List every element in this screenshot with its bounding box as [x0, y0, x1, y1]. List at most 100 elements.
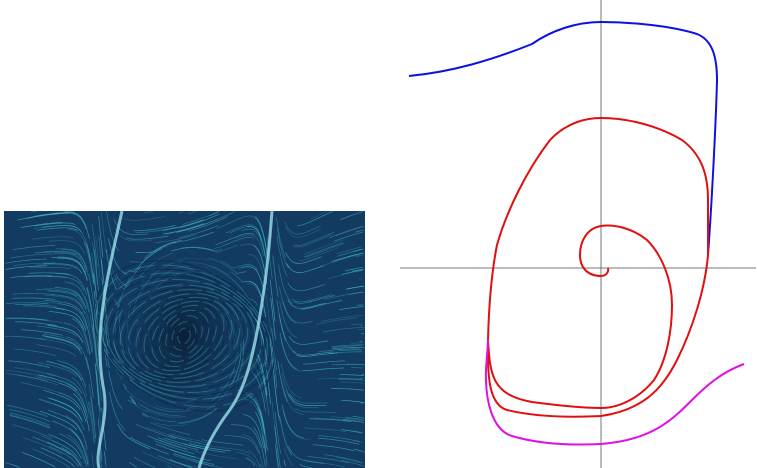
streamline [279, 314, 296, 353]
streamline [188, 216, 228, 232]
streamline [331, 346, 365, 350]
streamline [355, 229, 364, 233]
streamline [353, 440, 363, 443]
streamline [216, 215, 256, 229]
streamline [303, 360, 345, 365]
vortex-ring [147, 302, 221, 370]
streamline [113, 218, 149, 235]
streamline [274, 425, 281, 468]
streamline [54, 403, 85, 432]
streamline [89, 401, 96, 444]
streamline [57, 303, 88, 329]
streamline [48, 240, 86, 255]
streamline [301, 300, 343, 310]
streamline [65, 415, 88, 450]
streamline [342, 418, 364, 423]
streamline [324, 291, 363, 300]
streamline [126, 235, 169, 240]
streamline [225, 224, 262, 236]
streamline [353, 448, 363, 452]
streamline [6, 405, 48, 417]
streamline [9, 412, 51, 426]
streamline [31, 236, 74, 240]
streamline [52, 420, 84, 448]
streamline [12, 424, 53, 439]
streamline [303, 242, 344, 258]
streamline [192, 460, 223, 468]
streamline [40, 447, 75, 468]
streamline [342, 269, 363, 275]
streamline [128, 461, 137, 468]
streamline [331, 363, 365, 366]
streamline [37, 337, 78, 351]
streamline [187, 464, 197, 468]
streamline [168, 434, 210, 446]
streamline [321, 315, 363, 322]
streamline [22, 437, 62, 454]
streamline [270, 297, 276, 340]
streamline [337, 248, 364, 257]
streamline [54, 286, 87, 310]
streamline [158, 455, 193, 468]
streamline [133, 225, 176, 232]
streamline [26, 212, 69, 219]
streamline [44, 287, 83, 301]
streamline [108, 238, 128, 275]
streamline [87, 401, 95, 443]
streamline [39, 410, 78, 431]
streamline [280, 337, 302, 372]
streamline [86, 288, 95, 330]
streamline [340, 381, 365, 384]
streamline [341, 429, 363, 434]
streamline [242, 434, 264, 468]
streamline [284, 221, 320, 235]
streamline [279, 286, 297, 324]
streamline [339, 374, 364, 376]
streamline [340, 211, 364, 221]
streamline [130, 245, 168, 263]
streamline [345, 416, 364, 421]
streamline [215, 211, 235, 221]
flow-field-image [4, 211, 365, 468]
streamline [88, 274, 96, 316]
streamline [357, 304, 364, 306]
streamline [123, 216, 165, 221]
streamline [64, 211, 90, 240]
streamline [331, 344, 364, 348]
streamline [345, 266, 363, 272]
streamline [295, 407, 337, 414]
streamline [50, 294, 86, 314]
streamline [245, 393, 265, 430]
streamline [331, 388, 365, 391]
separatrix [96, 211, 124, 468]
streamline [66, 336, 89, 370]
streamline [282, 301, 313, 324]
streamline [35, 264, 77, 269]
streamline [255, 411, 267, 453]
streamline [44, 299, 83, 315]
streamline [340, 399, 365, 404]
trajectory-magenta [484, 339, 745, 446]
streamline [20, 382, 62, 395]
streamline [317, 377, 360, 380]
streamline [351, 268, 364, 272]
streamline [274, 412, 281, 454]
streamline [45, 324, 83, 341]
streamline [293, 295, 335, 304]
streamline [254, 217, 268, 258]
streamline [331, 416, 364, 422]
streamline [276, 217, 287, 259]
streamline [4, 258, 47, 264]
phase-portrait-svg [400, 0, 756, 468]
streamline [170, 433, 212, 444]
vortex-ring [143, 300, 225, 372]
streamline [292, 351, 334, 356]
streamline [133, 456, 156, 468]
trajectory-blue [408, 20, 719, 256]
streamline [271, 401, 277, 444]
streamline [283, 459, 286, 466]
streamline [43, 333, 82, 350]
streamline [352, 415, 365, 419]
vortex-ring [131, 294, 237, 378]
streamline [317, 348, 360, 353]
